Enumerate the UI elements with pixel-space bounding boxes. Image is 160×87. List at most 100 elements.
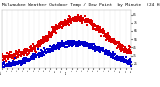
Point xyxy=(21,52,23,54)
Point xyxy=(30,56,33,58)
Point xyxy=(102,32,104,33)
Point xyxy=(68,45,70,46)
Point xyxy=(64,41,67,43)
Point xyxy=(64,44,67,45)
Point xyxy=(18,60,20,62)
Point xyxy=(89,44,91,45)
Point xyxy=(65,42,68,44)
Point xyxy=(11,62,13,63)
Point xyxy=(126,49,128,50)
Point xyxy=(82,19,84,21)
Point xyxy=(24,59,26,60)
Point xyxy=(64,43,66,44)
Point xyxy=(62,44,64,45)
Point xyxy=(56,26,58,28)
Point xyxy=(70,43,73,44)
Point xyxy=(97,26,100,27)
Point xyxy=(55,26,57,27)
Point xyxy=(115,42,117,43)
Point xyxy=(79,19,81,21)
Point xyxy=(13,57,16,59)
Point xyxy=(43,51,45,53)
Point xyxy=(66,21,68,23)
Point xyxy=(77,14,79,15)
Point xyxy=(51,48,54,50)
Point xyxy=(29,50,31,51)
Point xyxy=(102,35,105,37)
Point xyxy=(68,15,70,17)
Point xyxy=(100,48,103,50)
Point xyxy=(91,47,94,48)
Point xyxy=(34,45,36,47)
Point xyxy=(122,60,125,62)
Point xyxy=(14,62,17,63)
Point xyxy=(106,52,108,54)
Point xyxy=(113,59,116,60)
Point xyxy=(107,35,110,36)
Point xyxy=(124,49,127,50)
Point xyxy=(90,19,92,21)
Point xyxy=(116,56,119,58)
Point xyxy=(111,39,114,40)
Point xyxy=(87,20,89,21)
Point xyxy=(81,21,84,22)
Point xyxy=(91,24,94,25)
Point xyxy=(91,20,93,22)
Point xyxy=(107,52,110,53)
Point xyxy=(118,56,120,57)
Point xyxy=(96,25,99,27)
Point xyxy=(72,19,74,21)
Point xyxy=(32,43,35,44)
Point xyxy=(126,60,128,62)
Point xyxy=(84,42,86,43)
Point xyxy=(14,54,16,56)
Point xyxy=(78,18,80,20)
Point xyxy=(118,45,121,46)
Point xyxy=(82,44,84,45)
Point xyxy=(75,19,78,21)
Point xyxy=(45,35,47,37)
Point xyxy=(29,57,32,58)
Point xyxy=(64,19,66,21)
Point xyxy=(112,55,114,57)
Point xyxy=(35,45,38,46)
Point xyxy=(20,53,23,54)
Point xyxy=(14,58,17,59)
Point xyxy=(64,23,67,25)
Point xyxy=(74,45,77,46)
Point xyxy=(85,18,88,19)
Point xyxy=(106,53,109,55)
Point xyxy=(108,51,110,52)
Point xyxy=(39,54,41,56)
Point xyxy=(37,49,40,50)
Point xyxy=(52,32,55,33)
Point xyxy=(73,41,76,43)
Point xyxy=(87,47,90,48)
Point xyxy=(65,20,67,21)
Point xyxy=(61,23,63,24)
Point xyxy=(102,28,105,30)
Point xyxy=(28,58,31,59)
Point xyxy=(74,17,76,19)
Point xyxy=(69,16,71,17)
Point xyxy=(101,30,103,31)
Point xyxy=(80,17,82,19)
Point xyxy=(69,43,72,44)
Point xyxy=(47,36,50,37)
Point xyxy=(26,54,28,55)
Point xyxy=(27,58,29,59)
Point xyxy=(42,39,44,40)
Point xyxy=(33,46,36,47)
Point xyxy=(73,42,76,44)
Point xyxy=(53,47,56,48)
Point xyxy=(16,61,19,62)
Point xyxy=(12,61,15,63)
Point xyxy=(5,64,8,65)
Point xyxy=(88,44,90,45)
Point xyxy=(111,42,114,43)
Point xyxy=(3,56,5,58)
Point xyxy=(42,42,44,44)
Point xyxy=(110,41,112,42)
Point xyxy=(32,46,35,48)
Point xyxy=(89,47,92,49)
